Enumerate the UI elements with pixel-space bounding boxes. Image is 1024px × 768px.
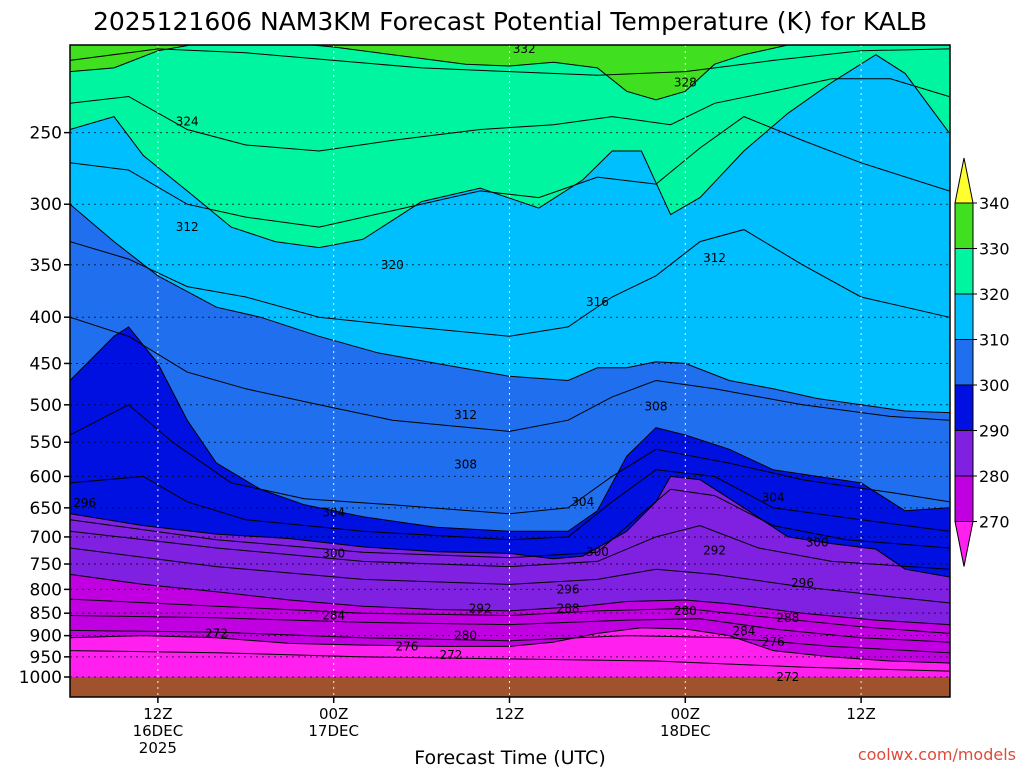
contour-label: 292 (469, 602, 492, 616)
iso-334 (70, 48, 950, 76)
contour-label: 304 (762, 490, 785, 504)
y-tick-label: 350 (30, 256, 62, 276)
iso-298 (70, 488, 950, 559)
colorbar-label: 340 (979, 194, 1010, 213)
iso-296 (70, 525, 950, 570)
contour-label: 300 (586, 545, 609, 559)
contour-label: 300 (322, 546, 345, 560)
contour-label: 304 (571, 495, 594, 509)
contour-label: 300 (806, 536, 829, 550)
y-tick-label: 450 (30, 354, 62, 374)
colorbar-band (954, 293, 974, 340)
contour-label: 316 (586, 295, 609, 309)
y-tick-label: 650 (30, 499, 62, 519)
y-tick-label: 700 (30, 528, 62, 548)
colorbar-band (954, 475, 974, 522)
y-tick-label: 400 (30, 308, 62, 328)
x-tick-label: 2025 (139, 739, 177, 757)
contour-label: 312 (703, 251, 726, 265)
contour-label: 328 (674, 75, 697, 89)
x-tick-label: 00Z (319, 705, 348, 723)
contour-label: 304 (322, 506, 345, 520)
iso-318 (70, 229, 950, 337)
contour-label: 312 (176, 220, 199, 234)
y-tick-label: 300 (30, 195, 62, 215)
iso-314 (70, 316, 950, 432)
colorbar-label: 270 (979, 513, 1010, 532)
contour-label: 280 (674, 604, 697, 618)
contour-label: 272 (439, 648, 462, 662)
y-tick-label: 900 (30, 627, 62, 647)
colorbar-label: 320 (979, 285, 1010, 304)
band-above-340 (70, 45, 792, 101)
colorbar: 270 280 290 300 310 320 330 340 (954, 157, 1010, 567)
contour-label: 308 (645, 399, 668, 413)
contour-label: 320 (381, 258, 404, 272)
contour-label: 276 (395, 639, 418, 653)
contour-label: 276 (762, 635, 785, 649)
y-tick-label: 500 (30, 396, 62, 416)
contour-label: 296 (791, 576, 814, 590)
colorbar-label: 330 (979, 240, 1010, 259)
colorbar-label: 290 (979, 422, 1010, 441)
colorbar-band (954, 202, 974, 249)
y-tick-label: 850 (30, 604, 62, 624)
contour-label: 292 (703, 544, 726, 558)
x-tick-label: 00Z (671, 705, 700, 723)
x-tick-label: 17DEC (308, 722, 359, 740)
iso-322 (70, 116, 950, 228)
contour-label: 272 (205, 626, 228, 640)
contour-label: 280 (454, 629, 477, 643)
x-tick-label: 12Z (143, 705, 172, 723)
contour-label: 296 (73, 496, 96, 510)
x-tick-label: 12Z (495, 705, 524, 723)
contour-label: 308 (454, 457, 477, 471)
iso-326 (70, 78, 950, 152)
colorbar-band (954, 430, 974, 477)
y-tick-label: 750 (30, 555, 62, 575)
x-axis-label: Forecast Time (UTC) (414, 747, 605, 768)
contour-label: 312 (454, 408, 477, 422)
contour-label: 288 (776, 611, 799, 625)
colorbar-band (954, 248, 974, 295)
contour-label: 296 (557, 582, 580, 596)
colorbar-label: 310 (979, 331, 1010, 350)
contour-label: 284 (732, 624, 755, 638)
contour-lines (70, 48, 950, 672)
iso-306 (70, 404, 950, 515)
x-tick-label: 16DEC (133, 722, 184, 740)
y-tick-label: 600 (30, 467, 62, 487)
colorbar-band (954, 339, 974, 386)
y-axis: 250 300 350 400 450 500 550 600 650 700 750 800 850 9… (19, 124, 70, 688)
credit-text: coolwx.com/models (858, 745, 1016, 764)
iso-288 (70, 598, 950, 634)
iso-276 (70, 629, 950, 654)
gridlines (70, 45, 950, 697)
y-tick-label: 800 (30, 580, 62, 600)
y-tick-label: 550 (30, 433, 62, 453)
y-tick-label: 1000 (19, 668, 62, 688)
x-tick-label: 12Z (846, 705, 875, 723)
colorbar-label: 300 (979, 376, 1010, 395)
x-tick-label: 18DEC (660, 722, 711, 740)
iso-294 (70, 547, 950, 604)
y-tick-label: 950 (30, 648, 62, 668)
band-above-330 (70, 45, 950, 249)
contour-label: 324 (176, 114, 199, 128)
chart-title: 2025121606 NAM3KM Forecast Potential Tem… (93, 7, 927, 36)
y-tick-label: 250 (30, 124, 62, 144)
contour-label: 332 (513, 42, 536, 56)
contour-labels: 332 328 324 312 320 312 316 308 312 308 304 304 296 3… (73, 42, 829, 684)
colorbar-low-triangle (954, 521, 974, 567)
colorbar-high-triangle (954, 157, 974, 204)
contour-label: 284 (322, 608, 345, 622)
contour-label: 272 (776, 670, 799, 684)
iso-284 (70, 615, 950, 643)
colorbar-label: 280 (979, 467, 1010, 486)
colorbar-band (954, 384, 974, 431)
contour-label: 288 (557, 602, 580, 616)
